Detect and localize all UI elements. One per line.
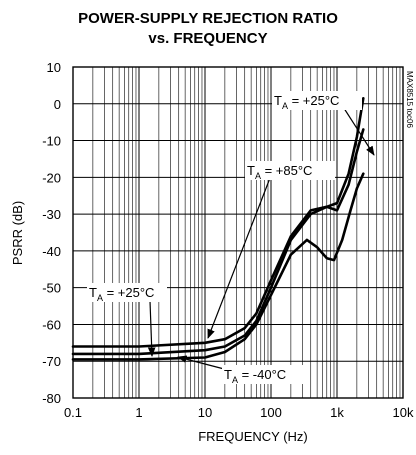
- annotation-arrow: [207, 177, 271, 339]
- annotation-label: TA = -40°C: [224, 367, 286, 385]
- annotation-label: TA = +25°C: [89, 285, 154, 303]
- y-tick-label: -20: [42, 170, 61, 185]
- x-tick-label: 1k: [330, 405, 344, 420]
- x-tick-label: 100: [260, 405, 282, 420]
- series-line-3: [71, 172, 365, 361]
- x-tick-label: 1: [135, 405, 142, 420]
- annotation-box: [222, 365, 308, 384]
- annotation-box: [245, 161, 335, 180]
- tick-labels: 0.1 1 10 100 1k 10k100-10-20-30-40-50-60-70-8…: [42, 60, 414, 420]
- y-tick-label: -70: [42, 354, 61, 369]
- annotation-label: TA = +25°C: [274, 93, 339, 111]
- x-axis-label: FREQUENCY (Hz): [198, 429, 308, 444]
- y-axis-label: PSRR (dB): [10, 201, 25, 265]
- series-line-1: [71, 97, 365, 348]
- annotation-box: [87, 283, 167, 302]
- y-tick-label: -60: [42, 317, 61, 332]
- annotation-arrow: [177, 355, 229, 371]
- annotation-arrow: [339, 101, 375, 156]
- y-tick-label: -30: [42, 207, 61, 222]
- x-tick-label: 10k: [393, 405, 414, 420]
- grid: [72, 66, 404, 399]
- y-tick-label: 10: [47, 60, 61, 75]
- y-tick-label: -50: [42, 281, 61, 296]
- y-tick-label: -10: [42, 134, 61, 149]
- annotations: TA = +25°C TA = +85°C TA = +25°C TA = -40°C: [87, 91, 375, 385]
- y-tick-label: -80: [42, 391, 61, 406]
- annotation-label: TA = +85°C: [247, 163, 312, 181]
- part-number: MAX8515 toc06: [405, 71, 414, 128]
- annotation-arrow: [147, 300, 156, 357]
- y-tick-label: -40: [42, 244, 61, 259]
- x-tick-label: 0.1: [64, 405, 82, 420]
- chart-title-line1: POWER-SUPPLY REJECTION RATIO: [78, 10, 338, 27]
- annotation-box: [272, 91, 362, 110]
- plot-frame: [72, 66, 404, 399]
- y-tick-label: 0: [54, 97, 61, 112]
- series-group: [71, 97, 365, 361]
- chart-title-line2: vs. FREQUENCY: [148, 30, 267, 47]
- series-line-2: [71, 128, 365, 356]
- x-tick-label: 10: [198, 405, 212, 420]
